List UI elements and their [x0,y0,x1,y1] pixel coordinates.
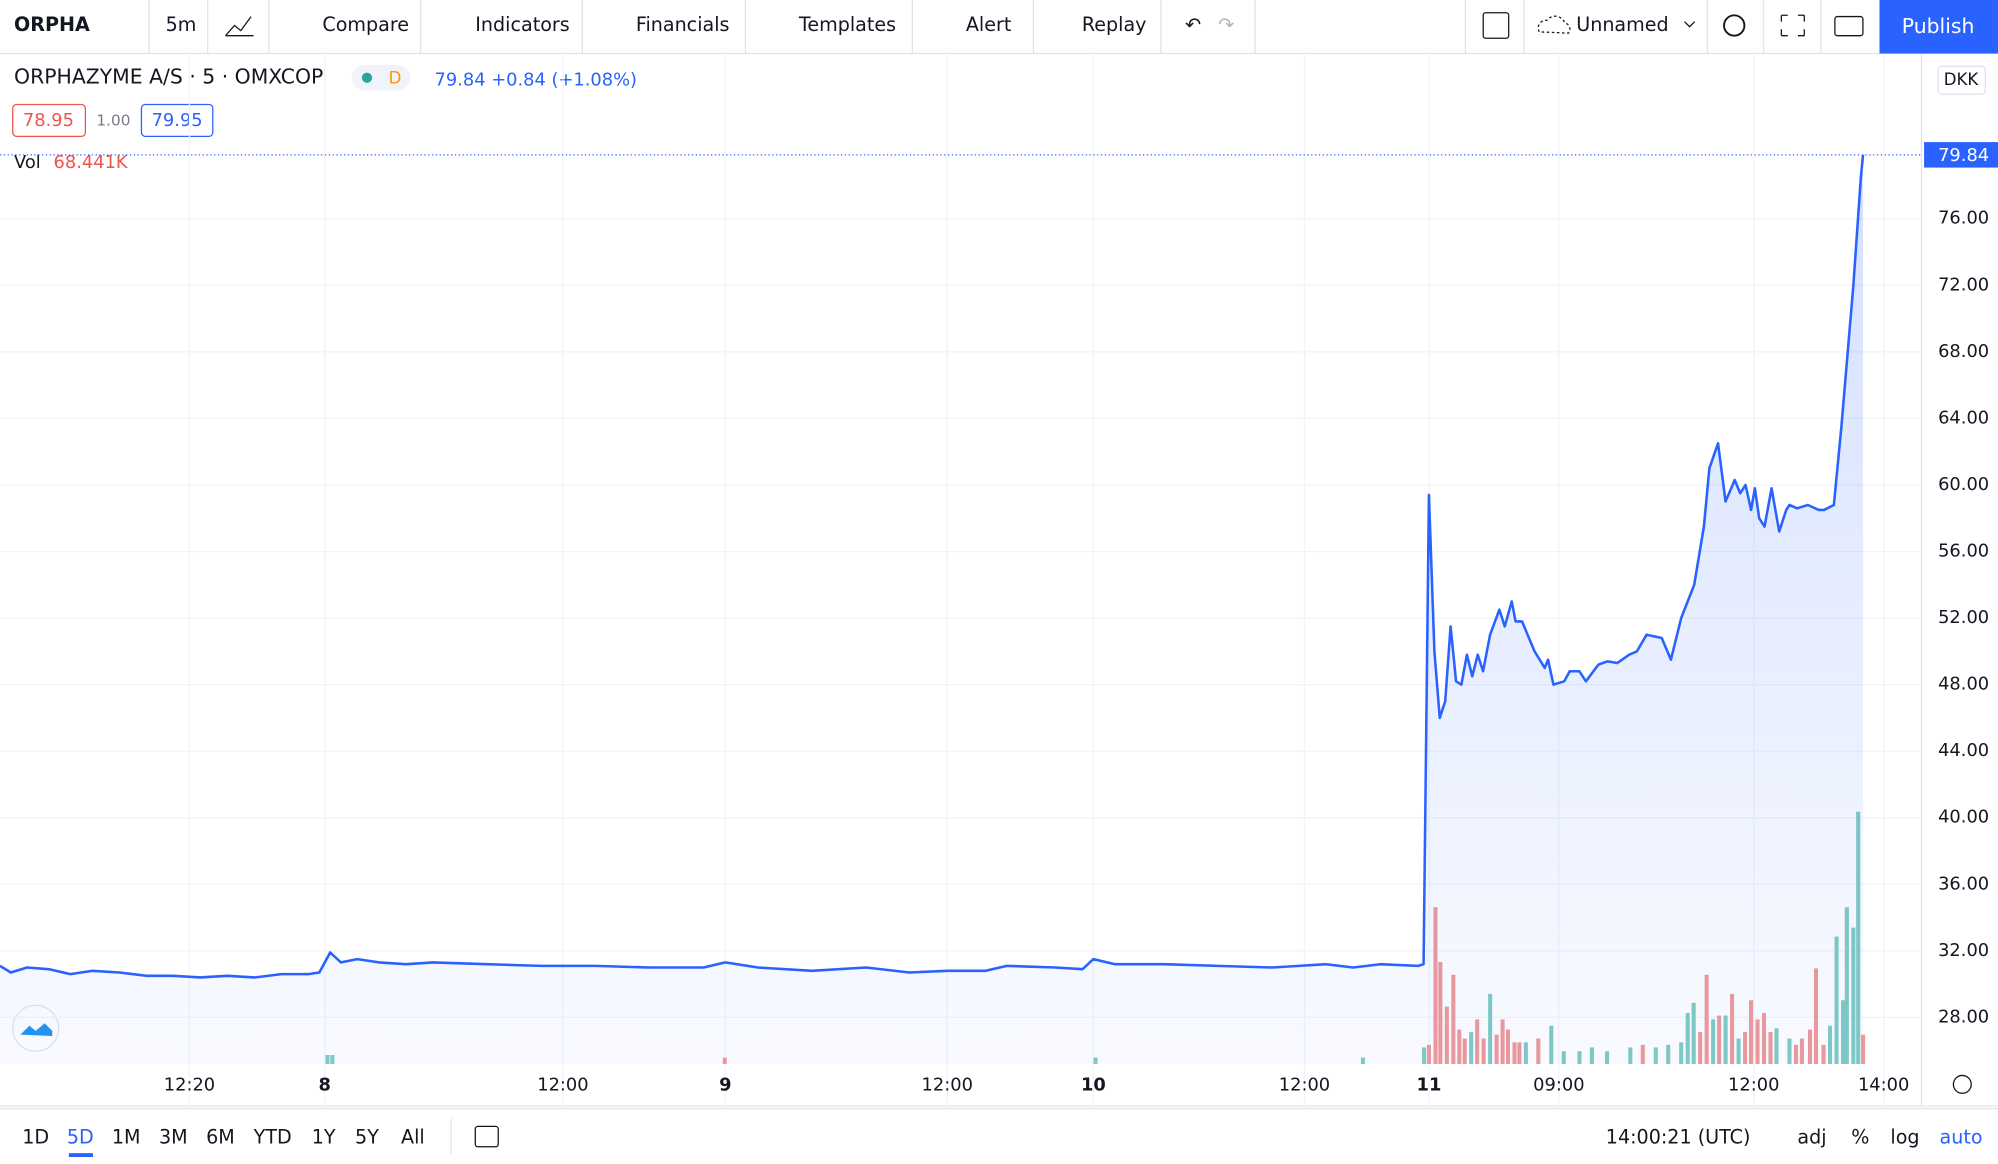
volume-name: Vol [14,152,41,173]
x-tick-label: 8 [319,1075,331,1096]
date-range-icon[interactable] [474,1125,499,1148]
delay-flag: D [389,69,402,88]
buy-box[interactable] [140,103,214,137]
y-tick-label: 40.00 [1938,807,1989,828]
range-button[interactable]: YTD [253,1125,292,1148]
market-status [361,72,373,83]
dropdown-icon[interactable] [1684,21,1696,28]
y-tick-label: 32.00 [1938,940,1989,961]
x-tick-label: 12:20 [164,1075,215,1096]
y-tick-label: 52.00 [1938,607,1989,628]
x-tick-label: 14:00 [1858,1075,1909,1096]
x-tick-label: 10 [1081,1075,1106,1096]
toolbar-button[interactable]: Compare [322,13,409,36]
select-icon[interactable] [1482,12,1510,39]
range-button[interactable]: 6M [206,1125,235,1148]
volume-bar [1861,1034,1866,1064]
range-button[interactable]: 1D [22,1125,49,1148]
axis-option[interactable]: auto [1940,1125,1983,1148]
sell-box[interactable] [12,103,87,137]
cloud-icon [1537,15,1571,34]
bid[interactable]: 78.95 [23,110,74,131]
axis-settings[interactable] [1952,1074,1972,1094]
x-tick-label: 12:00 [1728,1075,1779,1096]
y-tick-label: 76.00 [1938,208,1989,229]
price-area [0,154,1864,1064]
last-price-label: 79.84 [1938,145,1989,166]
layout-name[interactable]: Unnamed [1576,13,1668,36]
chart-style-icon[interactable] [225,16,254,37]
x-tick-label: 9 [719,1075,731,1096]
y-tick-label: 44.00 [1938,740,1989,761]
price-line [0,154,1865,979]
redo[interactable]: ↷ [1218,13,1234,36]
x-tick-label: 12:00 [1279,1075,1330,1096]
x-tick-label: 09:00 [1533,1075,1584,1096]
x-tick-label: 12:00 [537,1075,588,1096]
publish-label[interactable]: Publish [1902,14,1975,38]
range-button[interactable]: 5Y [355,1125,379,1148]
range-button[interactable]: 1M [112,1125,141,1148]
symbol-button[interactable]: ORPHA [14,13,90,36]
range-button[interactable]: 1Y [312,1125,336,1148]
x-tick-label: 12:00 [922,1075,973,1096]
y-tick-label: 28.00 [1938,1006,1989,1027]
toolbar-button[interactable]: Replay [1082,13,1147,36]
toolbar-button[interactable]: Templates [798,13,896,36]
legend-title: ORPHAZYME A/S · 5 · OMXCOP [14,65,323,89]
publish-button[interactable] [1879,0,1998,54]
ask[interactable]: 79.95 [152,110,203,131]
axis-option[interactable]: % [1851,1125,1869,1148]
range-button[interactable]: 5D [67,1125,94,1148]
toolbar-button[interactable]: Indicators [475,13,569,36]
last-price-tag [1924,142,1998,168]
y-tick-label: 72.00 [1938,274,1989,295]
axis-option[interactable]: log [1890,1125,1919,1148]
y-tick-label: 60.00 [1938,474,1989,495]
currency-box[interactable] [1937,65,1986,95]
fullscreen-icon[interactable] [1780,14,1805,37]
status-pill [351,64,411,91]
x-tick-label: 11 [1417,1075,1442,1096]
range-active [68,1153,94,1157]
y-tick-label: 36.00 [1938,873,1989,894]
y-tick-label: 56.00 [1938,541,1989,562]
volume-last: 68.441K [54,152,129,173]
axis-option[interactable]: adj [1797,1125,1826,1148]
range-button[interactable]: All [401,1125,425,1148]
camera-icon[interactable] [1834,15,1864,37]
legend-quote: 79.84 +0.84 (+1.08%) [435,69,638,90]
y-tick-label: 48.00 [1938,674,1989,695]
toolbar-button[interactable]: Financials [636,13,730,36]
y-tick-label: 64.00 [1938,407,1989,428]
undo[interactable]: ↶ [1185,13,1201,36]
interval-button[interactable]: 5m [166,13,197,36]
settings-icon[interactable] [1723,14,1746,37]
clock[interactable]: 14:00:21 (UTC) [1606,1125,1751,1148]
y-tick-label: 68.00 [1938,341,1989,362]
currency[interactable]: DKK [1944,70,1980,89]
spread: 1.00 [96,112,130,130]
toolbar-button[interactable]: Alert [966,13,1012,36]
range-button[interactable]: 3M [159,1125,188,1148]
